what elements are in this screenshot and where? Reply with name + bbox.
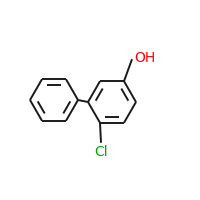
Text: Cl: Cl xyxy=(95,145,108,159)
Text: OH: OH xyxy=(134,51,156,65)
